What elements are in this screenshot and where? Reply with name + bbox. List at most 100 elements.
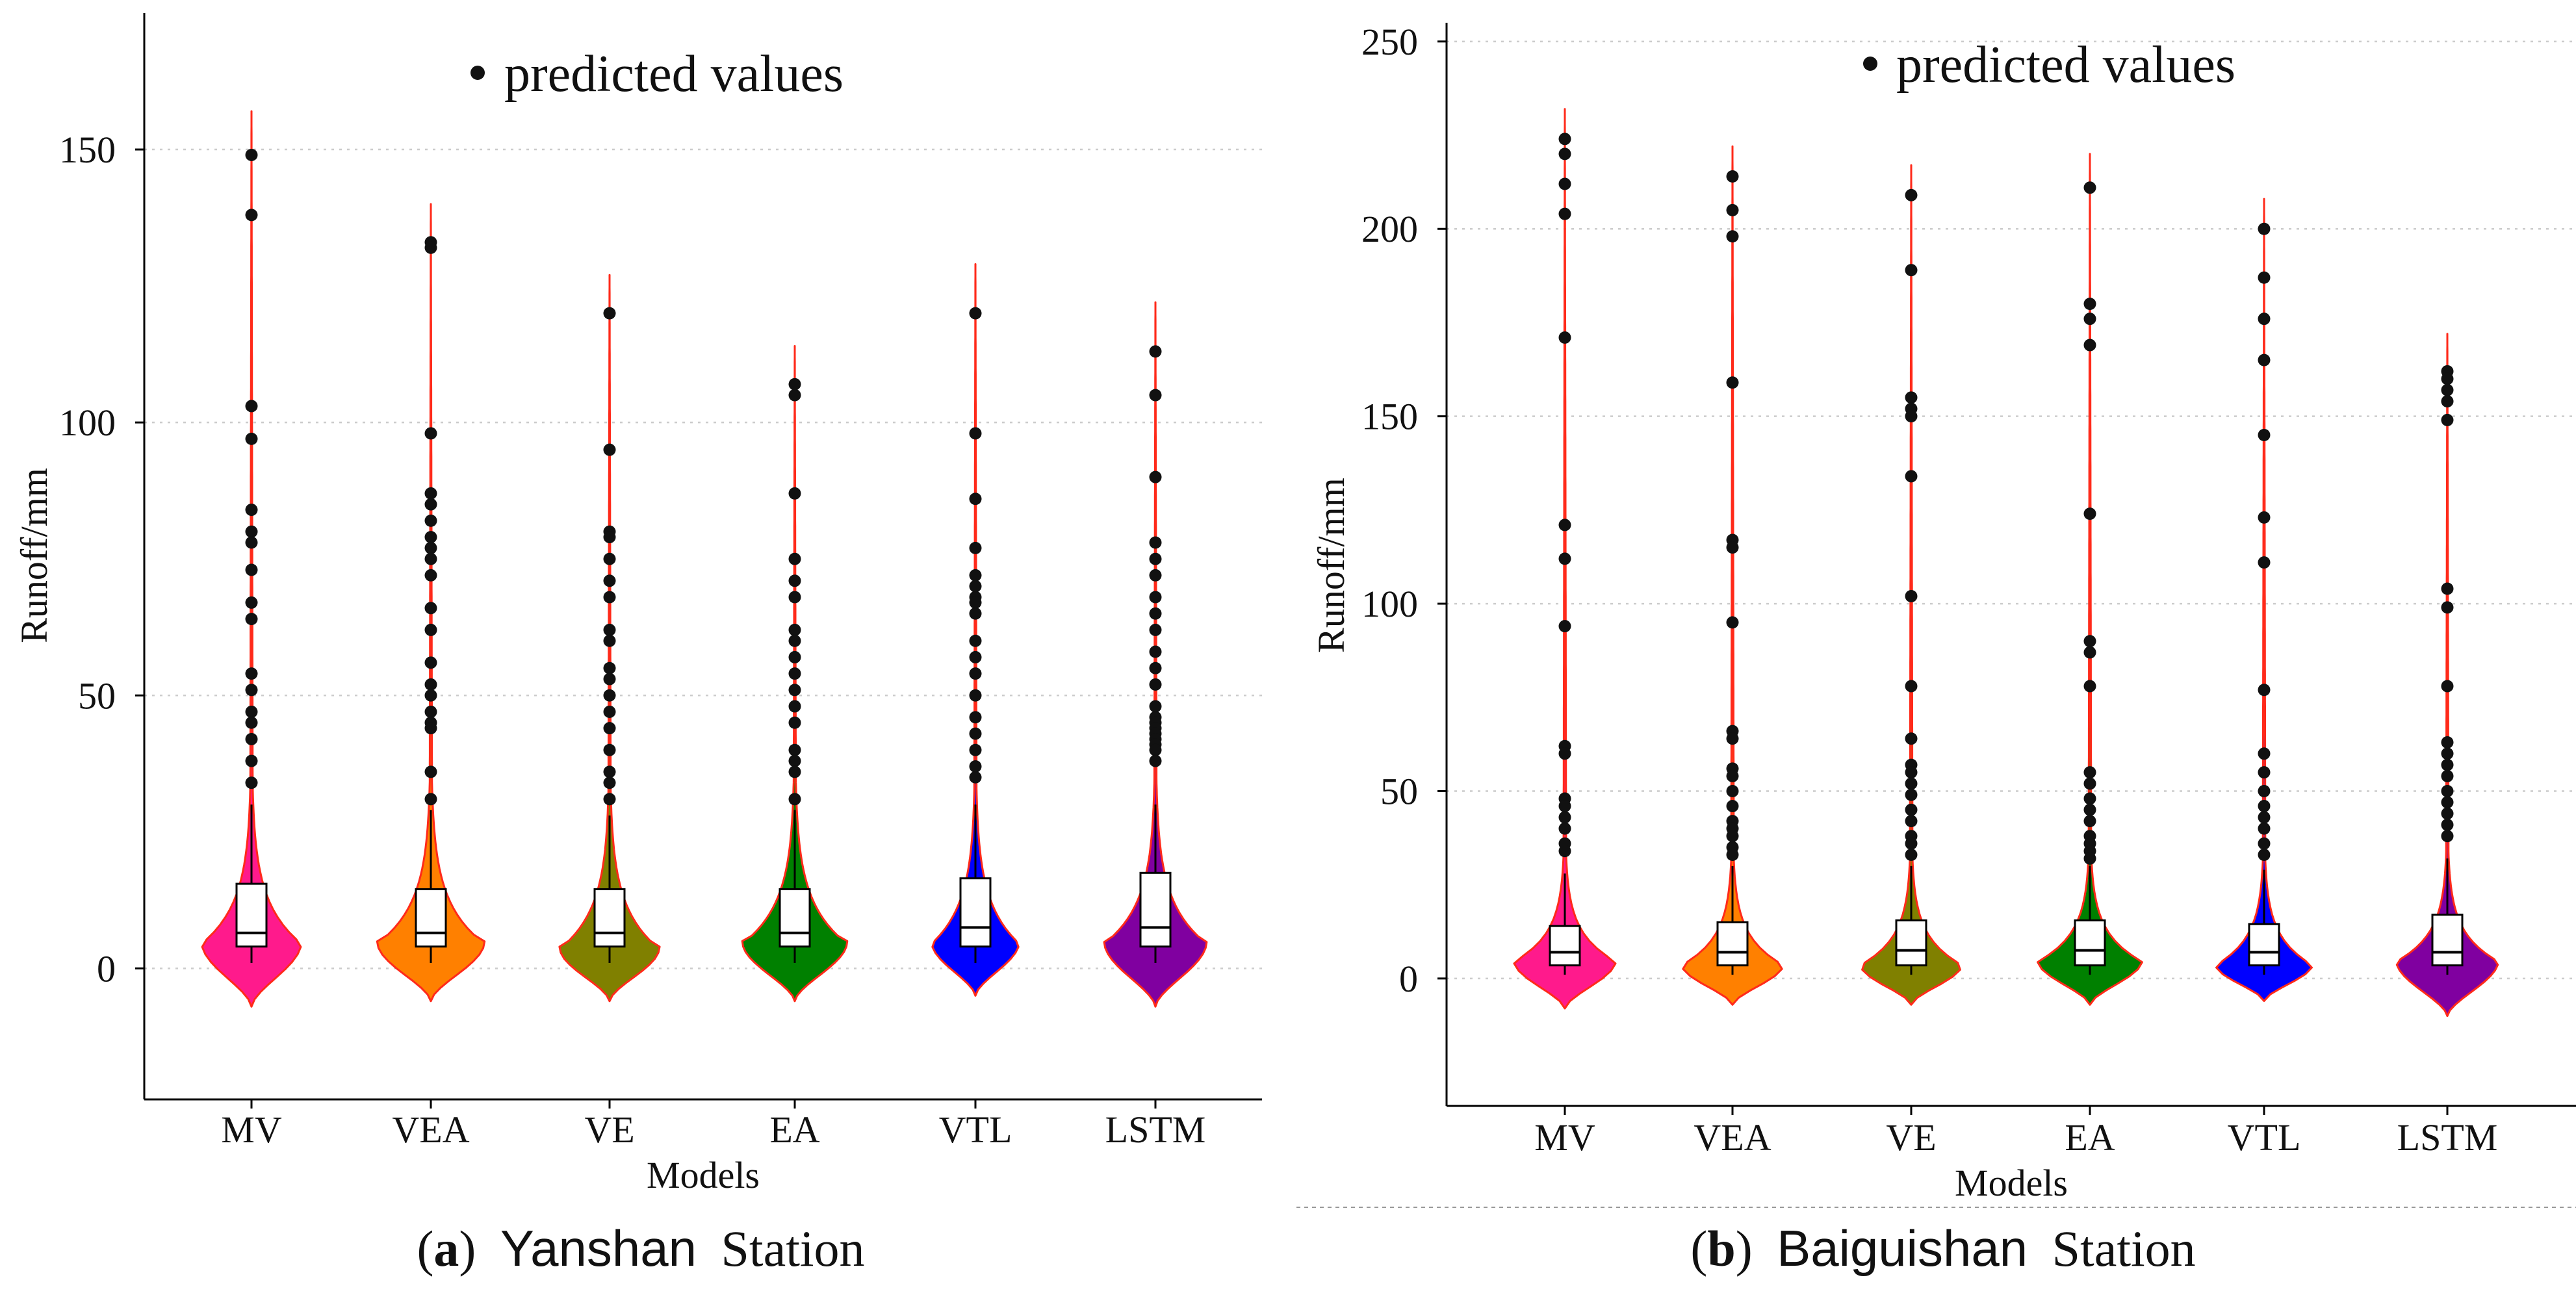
panel-b-mv-point-2 bbox=[1558, 177, 1571, 190]
panel-b-vea-box bbox=[1716, 921, 1749, 967]
panel-a-mv-point-14 bbox=[245, 732, 258, 745]
panel-b-mv-point-11 bbox=[1558, 800, 1571, 813]
panel-a-vea-violin-group bbox=[376, 203, 486, 1003]
panel-a-ve-point-14 bbox=[603, 743, 616, 756]
panel-a-vea-point-13 bbox=[424, 678, 437, 691]
panel-b-vea-point-6 bbox=[1726, 616, 1739, 629]
panel-b-ve-point-13 bbox=[1905, 803, 1918, 816]
panel-a-ea-point-6 bbox=[788, 623, 801, 636]
panel-b-caption-station: Baiguishan bbox=[1777, 1220, 2028, 1277]
panel-b-lstm-point-15 bbox=[2441, 818, 2454, 831]
panel-b-vea-point-0 bbox=[1726, 170, 1739, 183]
panel-b-ea-point-2 bbox=[2083, 313, 2096, 326]
panel-a-ve-point-13 bbox=[603, 722, 616, 735]
panel-a-vtl-point-12 bbox=[969, 689, 982, 702]
panel-a-mv-point-1 bbox=[245, 209, 258, 222]
panel-b-ve-point-17 bbox=[1905, 849, 1918, 862]
panel-b-y-tick-label-0: 0 bbox=[1399, 958, 1418, 1000]
panel-b-mv-point-1 bbox=[1558, 147, 1571, 160]
panel-a-vtl-point-9 bbox=[969, 634, 982, 647]
panel-b-ve-point-12 bbox=[1905, 788, 1918, 801]
panel-b-ve-box bbox=[1895, 919, 1927, 967]
panel-a-mv-point-16 bbox=[245, 776, 258, 789]
panel-a-mv-point-0 bbox=[245, 148, 258, 161]
panel-a-ve-point-3 bbox=[603, 531, 616, 544]
panel-a-vea-point-4 bbox=[424, 498, 437, 511]
panel-b-ea-box bbox=[2074, 919, 2106, 967]
panel-b-vtl-violin-group bbox=[2215, 198, 2313, 1002]
panel-a-caption-station: Yanshan bbox=[500, 1220, 697, 1277]
panel-b-ve-point-1 bbox=[1905, 264, 1918, 277]
panel-a-ve-point-11 bbox=[603, 689, 616, 702]
panel-a-vea-point-17 bbox=[424, 722, 437, 735]
panel-b-ve-point-7 bbox=[1905, 680, 1918, 693]
panel-a-ea-point-1 bbox=[788, 389, 801, 402]
panel-b-y-ticks: 0 50 100 150 200 250 bbox=[1361, 21, 1447, 1000]
panel-a-y-tick-label-150: 150 bbox=[59, 129, 116, 171]
panel-a-vtl-point-1 bbox=[969, 427, 982, 440]
panel-b-y-tick-label-200: 200 bbox=[1361, 208, 1418, 250]
panel-a-ve-point-15 bbox=[603, 765, 616, 778]
panel-a-vea-point-18 bbox=[424, 765, 437, 778]
panel-a-ve-x-tick-label: VE bbox=[584, 1109, 634, 1151]
panel-b-mv-point-5 bbox=[1558, 519, 1571, 532]
panel-a-vtl-point-17 bbox=[969, 771, 982, 784]
panel-a-vea-point-1 bbox=[424, 241, 437, 254]
panel-b-vtl-point-10 bbox=[2258, 784, 2271, 797]
panel-a-x-axis-title: Models bbox=[647, 1154, 760, 1196]
panel-a-vtl-point-8 bbox=[969, 607, 982, 620]
panel-b-mv-point-15 bbox=[1558, 845, 1571, 858]
panel-b-caption-suffix: Station bbox=[2052, 1220, 2196, 1277]
panel-a-ea-point-14 bbox=[788, 754, 801, 767]
panel-a-vtl-box bbox=[959, 877, 992, 948]
panel-a-vtl-point-11 bbox=[969, 667, 982, 680]
panel-b-vea-point-2 bbox=[1726, 230, 1739, 243]
panel-a-ve-point-12 bbox=[603, 705, 616, 718]
panel-a-lstm-point-7 bbox=[1149, 607, 1162, 620]
panel-a-ea-point-10 bbox=[788, 684, 801, 697]
panel-b-vea-violin bbox=[1682, 145, 1783, 1006]
panel-a-mv-point-5 bbox=[245, 525, 258, 538]
panel-b-ea-violin-group bbox=[2037, 153, 2143, 1006]
panel-a-ea-point-7 bbox=[788, 634, 801, 647]
panel-a-ve-point-6 bbox=[603, 591, 616, 604]
panel-b-vea-point-10 bbox=[1726, 769, 1739, 782]
panel-a-mv-box bbox=[235, 882, 268, 948]
panel-b-ea-point-10 bbox=[2083, 792, 2096, 805]
panel-a-vea-point-10 bbox=[424, 602, 437, 615]
panel-a-vea-point-14 bbox=[424, 689, 437, 702]
panel-b-caption-close: ) bbox=[1736, 1220, 1753, 1277]
panel-b-vtl-point-12 bbox=[2258, 811, 2271, 824]
panel-a-ve-point-9 bbox=[603, 661, 616, 674]
panel-b-lstm-x-tick-label: LSTM bbox=[2397, 1116, 2498, 1159]
panel-b-ve-violin-group bbox=[1861, 164, 1961, 1006]
panel-a-mv-point-15 bbox=[245, 754, 258, 767]
panel-b-ea-x-tick-label: EA bbox=[2065, 1116, 2115, 1159]
panel-b-vtl-point-15 bbox=[2258, 849, 2271, 862]
panel-b-lstm-point-12 bbox=[2441, 784, 2454, 797]
panel-a-ve-point-1 bbox=[603, 443, 616, 456]
panel-a-ea-point-11 bbox=[788, 700, 801, 713]
panel-b-vtl-x-tick-label: VTL bbox=[2228, 1116, 2301, 1159]
panel-b-lstm-point-9 bbox=[2441, 747, 2454, 760]
panel-b-vea-point-15 bbox=[1726, 830, 1739, 843]
panel-a-ea-point-3 bbox=[788, 552, 801, 565]
panel-b-vea-violin-group bbox=[1682, 145, 1783, 1006]
panel-a-vea-point-3 bbox=[424, 487, 437, 500]
panel-b-ea-point-0 bbox=[2083, 181, 2096, 194]
panel-b-ve-point-8 bbox=[1905, 732, 1918, 745]
panel-b-x-axis-title: Models bbox=[1955, 1162, 2068, 1204]
panel-a-ea-point-15 bbox=[788, 765, 801, 778]
panel-b-ea-point-7 bbox=[2083, 680, 2096, 693]
panel-a-lstm-x-tick-label: LSTM bbox=[1105, 1109, 1206, 1151]
panel-a-lstm-point-6 bbox=[1149, 591, 1162, 604]
panel-b-vea-point-1 bbox=[1726, 203, 1739, 216]
panel-b-vtl-point-1 bbox=[2258, 271, 2271, 284]
panel-a-ea-point-9 bbox=[788, 667, 801, 680]
panel-a-vea-point-5 bbox=[424, 514, 437, 527]
panel-a-lstm-point-8 bbox=[1149, 623, 1162, 636]
panel-b-vea-point-17 bbox=[1726, 849, 1739, 862]
panel-b-violins bbox=[1513, 108, 2499, 1018]
panel-a-mv-point-2 bbox=[245, 400, 258, 413]
